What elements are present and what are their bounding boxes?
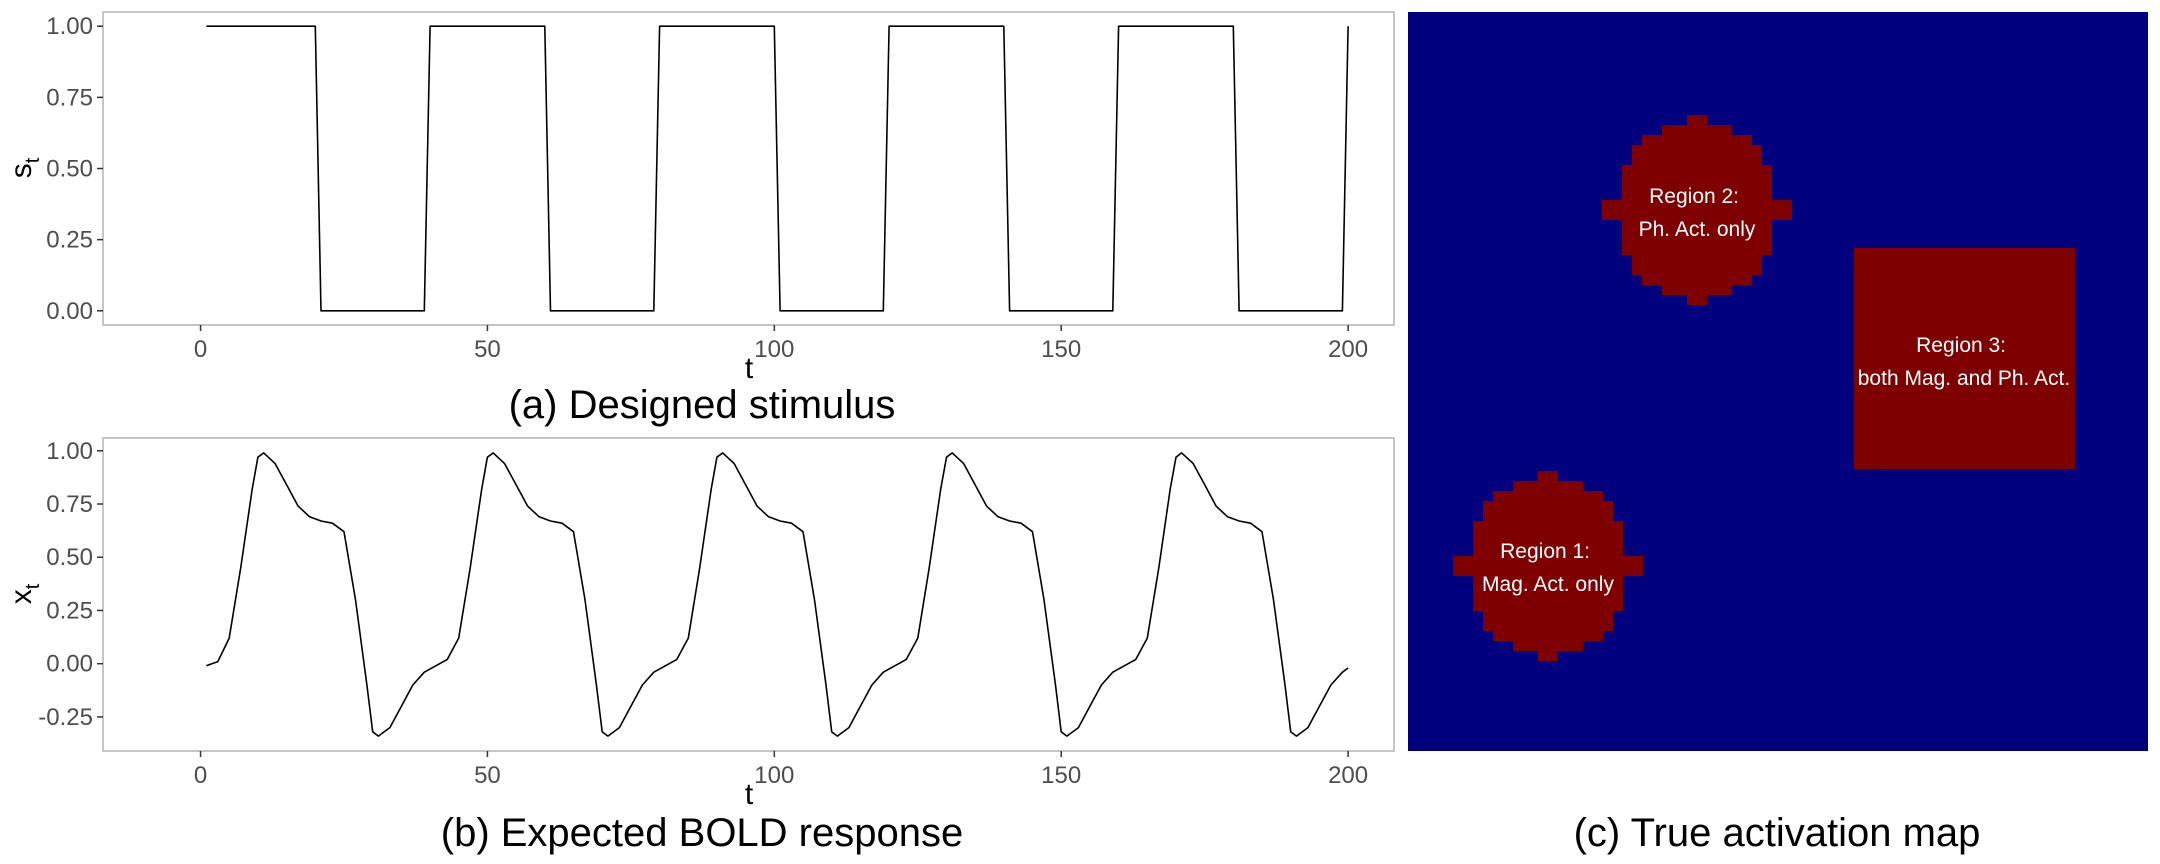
bold-y-axis-label: xt [5,583,44,604]
bold-series [206,452,1349,737]
stimulus-y-tick-label: 0.50 [46,156,93,183]
region-3-square [1854,248,2075,469]
activation-map-caption: (c) True activation map [1574,811,1981,855]
region-2-pixels [1642,275,1752,285]
bold-x-tick-label: 150 [1041,762,1081,789]
region-1-title: Region 1: [1500,540,1590,563]
region-2-pixels [1622,220,1772,255]
region-1-pixels [1513,481,1583,491]
region-1-pixels [1513,641,1583,651]
stimulus-plot-frame [102,11,1395,326]
region-2-pixels [1662,285,1732,295]
stimulus-y-axis-label-main: s [5,163,38,178]
region-2-title: Region 2: [1649,185,1739,208]
region-3-label: Region 3: both Mag. and Ph. Act. [1858,334,2070,390]
stimulus-x-axis-label: t [745,352,754,385]
region-1-pixels [1538,651,1558,661]
bold-y-tick-label: 1.00 [46,438,93,465]
bold-series-line [206,452,1349,737]
stimulus-x-tick-label: 50 [474,336,501,363]
stimulus-x-tick-label: 100 [754,336,794,363]
stimulus-y-tick-label: 0.75 [46,84,93,111]
bold-x-tick-label: 50 [474,762,501,789]
bold-caption: (b) Expected BOLD response [441,811,963,855]
region-3-desc: both Mag. and Ph. Act. [1858,367,2070,390]
region-2-pixels [1632,255,1762,275]
region-3-title: Region 3: [1916,334,2006,357]
stimulus-y-axis-label: st [5,157,44,178]
stimulus-panel: 0.000.250.500.751.00 0 50 100 150 200 t st (… [5,11,1395,427]
bold-plot-frame [102,437,1395,752]
stimulus-y-tick-label: 1.00 [46,13,93,40]
region-2-pixels [1662,125,1732,135]
bold-panel: -0.25 0.00 0.25 0.50 0.75 1.00 0 50 100 150 200 t… [5,437,1395,855]
bold-y-tick-label: 0.75 [46,491,93,518]
region-1-pixels [1483,611,1613,631]
stimulus-y-ticks: 0.00 0.25 0.50 0.75 1.00 [46,13,103,325]
region-1-desc: Mag. Act. only [1482,573,1614,596]
bold-x-tick-label: 200 [1328,762,1368,789]
region-2-label: Region 2: Ph. Act. only [1639,185,1756,241]
region-1-pixels [1453,556,1643,576]
stimulus-x-ticks: 0 50 100 150 200 [194,325,1368,363]
bold-x-tick-label: 0 [194,762,207,789]
activation-map-panel: Region 1: Mag. Act. only Region 2: Ph. A… [1408,12,2148,855]
region-2-desc: Ph. Act. only [1639,218,1756,241]
region-1-pixels [1473,576,1623,611]
bold-y-axis-label-sub: t [22,583,44,589]
stimulus-x-tick-label: 200 [1328,336,1368,363]
region-2-pixels [1687,295,1707,305]
stimulus-y-axis-label-sub: t [22,157,44,163]
region-2-pixels [1632,145,1762,165]
region-1-label: Region 1: Mag. Act. only [1482,540,1614,596]
stimulus-x-tick-label: 150 [1041,336,1081,363]
bold-y-tick-label: -0.25 [38,704,93,731]
stimulus-y-tick-label: 0.25 [46,227,93,254]
region-2-pixels [1687,115,1707,125]
region-1-pixels [1483,501,1613,521]
bold-y-tick-label: 0.50 [46,544,93,571]
stimulus-series-line [206,25,1349,312]
bold-x-tick-label: 100 [754,762,794,789]
region-1-pixels [1493,491,1603,501]
region-1-pixels [1473,521,1623,556]
stimulus-caption: (a) Designed stimulus [509,383,896,427]
bold-x-ticks: 0 50 100 150 200 [194,751,1368,789]
stimulus-x-tick-label: 0 [194,336,207,363]
region-2-pixels [1642,135,1752,145]
stimulus-y-tick-label: 0.00 [46,298,93,325]
region-2-pixels [1602,200,1792,220]
activation-regions [1453,115,2075,661]
bold-y-ticks: -0.25 0.00 0.25 0.50 0.75 1.00 [38,438,103,731]
bold-y-tick-label: 0.00 [46,651,93,678]
region-1-pixels [1538,471,1558,481]
region-1-pixels [1493,631,1603,641]
region-2-pixels [1622,165,1772,200]
bold-y-axis-label-main: x [5,589,38,604]
bold-x-axis-label: t [745,778,754,811]
stimulus-series [206,25,1349,312]
bold-y-tick-label: 0.25 [46,597,93,624]
